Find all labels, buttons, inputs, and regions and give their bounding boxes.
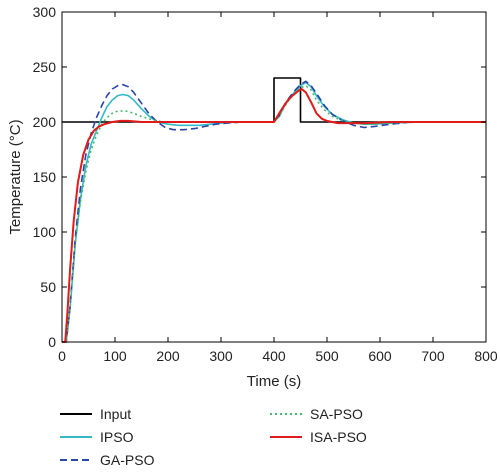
x-tick-label: 300 [209,348,233,364]
y-tick-label: 0 [48,334,56,350]
y-tick-label: 100 [33,224,57,240]
x-tick-label: 600 [368,348,392,364]
x-ticks: 0 100 200 300 400 500 600 700 800 [58,12,498,364]
legend-label-input: Input [100,406,131,422]
x-axis-label: Time (s) [247,373,301,390]
y-ticks: 0 50 100 150 200 250 300 [33,4,486,350]
legend-label-ga-pso: GA-PSO [100,452,155,468]
legend-label-isa-pso: ISA-PSO [310,429,367,445]
legend-label-sa-pso: SA-PSO [310,406,363,422]
x-tick-label: 700 [421,348,445,364]
x-tick-label: 200 [156,348,180,364]
series-layer [62,77,486,343]
plot-frame [61,11,487,343]
y-tick-label: 250 [33,59,57,75]
y-tick-label: 50 [40,279,56,295]
legend: Input IPSO GA-PSO SA-PSO ISA-PSO [60,406,367,468]
y-tick-label: 300 [33,4,57,20]
y-tick-label: 150 [33,169,57,185]
series-line-sa-pso [62,84,486,343]
x-tick-label: 400 [262,348,286,364]
series-line-input [62,77,486,123]
x-tick-label: 100 [103,348,127,364]
x-tick-label: 0 [58,348,66,364]
legend-label-ipso: IPSO [100,429,134,445]
series-line-ga-pso [62,80,486,343]
x-tick-label: 500 [315,348,339,364]
y-axis-label: Temperature (°C) [7,119,24,234]
x-tick-label: 800 [474,348,498,364]
series-line-isa-pso [62,88,486,343]
y-tick-label: 200 [33,114,57,130]
